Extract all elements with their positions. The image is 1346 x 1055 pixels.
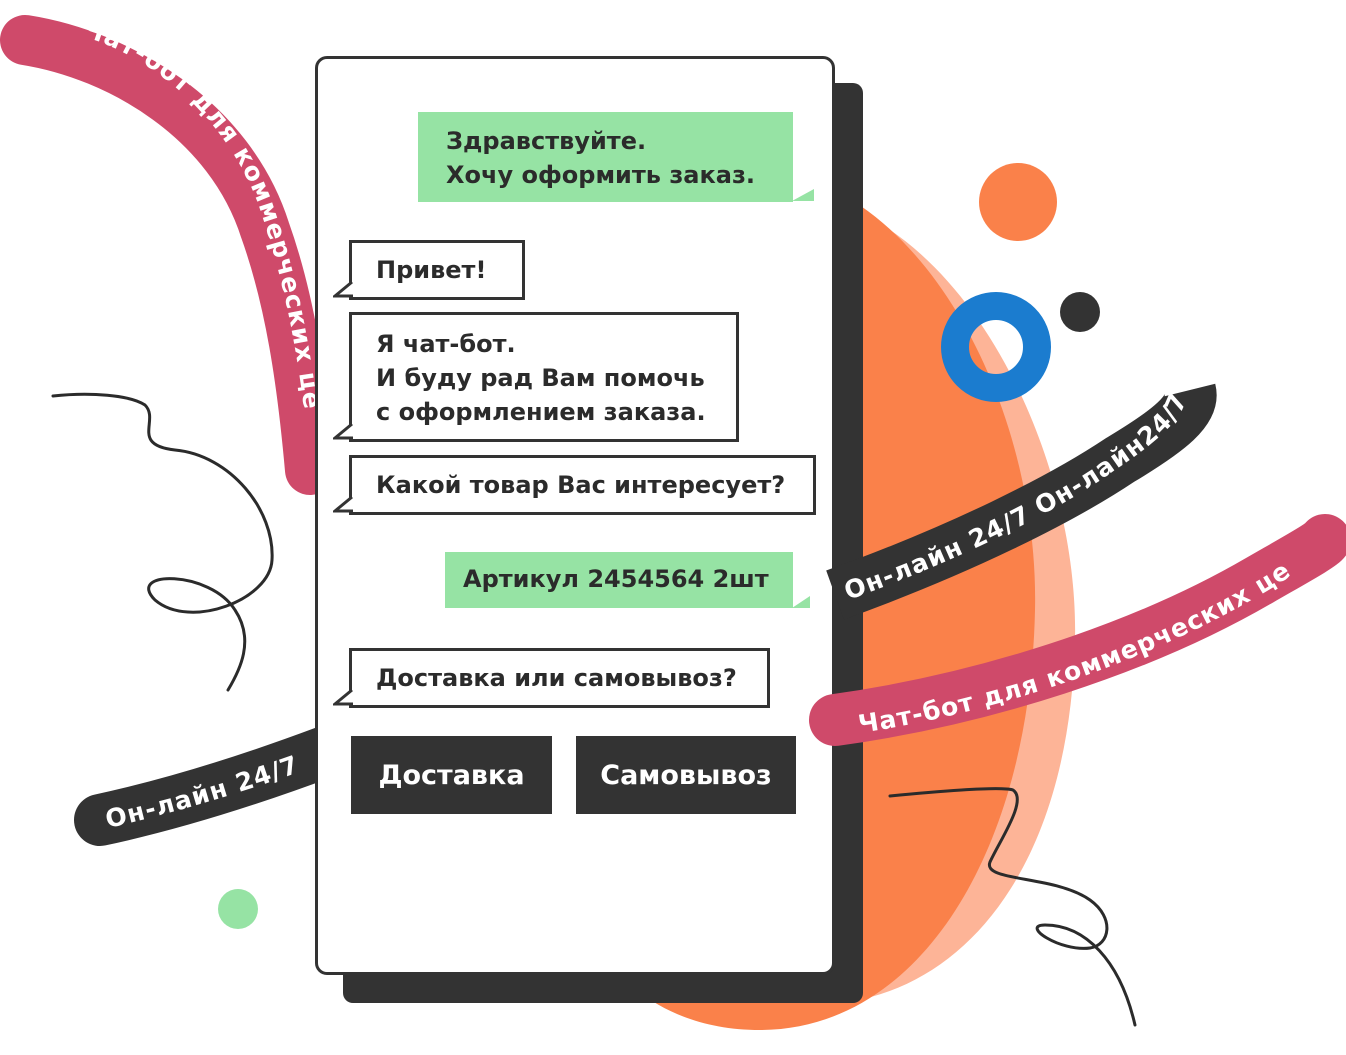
user-message-line: Здравствуйте. bbox=[446, 127, 647, 155]
bubble-tail bbox=[333, 424, 353, 440]
user-message-text: Артикул 2454564 2шт bbox=[463, 565, 769, 593]
bot-message-text: Доставка или самовывоз? bbox=[376, 664, 737, 692]
orange-dot bbox=[979, 163, 1057, 241]
bubble-tail bbox=[333, 497, 353, 513]
user-message-article: Артикул 2454564 2шт bbox=[445, 552, 793, 608]
bot-message-line: Я чат-бот. bbox=[376, 330, 516, 358]
bubble-tail bbox=[792, 596, 810, 608]
bot-message-intro: Я чат-бот. И буду рад Вам помочь с оформ… bbox=[349, 312, 739, 442]
pickup-button-label: Самовывоз bbox=[600, 759, 772, 791]
ribbon-left-top bbox=[0, 15, 335, 495]
bot-message-hello: Привет! bbox=[349, 240, 525, 300]
green-dot bbox=[218, 889, 258, 929]
bot-message-delivery: Доставка или самовывоз? bbox=[349, 648, 770, 708]
bubble-tail bbox=[333, 690, 353, 706]
pickup-button[interactable]: Самовывоз bbox=[576, 736, 796, 814]
delivery-button-label: Доставка bbox=[378, 759, 525, 791]
ribbon-left-dark bbox=[74, 726, 351, 846]
bot-message-question: Какой товар Вас интересует? bbox=[349, 455, 816, 515]
bot-message-text: Какой товар Вас интересует? bbox=[376, 471, 786, 499]
bubble-tail bbox=[792, 189, 814, 201]
squiggle-line-right bbox=[888, 787, 1137, 1027]
delivery-button[interactable]: Доставка bbox=[351, 736, 552, 814]
squiggle-line-left bbox=[51, 392, 274, 692]
bubble-tail bbox=[333, 282, 353, 298]
bot-message-line: И буду рад Вам помочь bbox=[376, 364, 705, 392]
user-message-greeting: Здравствуйте. Хочу оформить заказ. bbox=[418, 112, 793, 202]
black-dot bbox=[1060, 292, 1100, 332]
bot-message-text: Привет! bbox=[376, 256, 487, 284]
bot-message-line: с оформлением заказа. bbox=[376, 398, 706, 426]
chat-window bbox=[315, 56, 835, 975]
user-message-line: Хочу оформить заказ. bbox=[446, 161, 755, 189]
